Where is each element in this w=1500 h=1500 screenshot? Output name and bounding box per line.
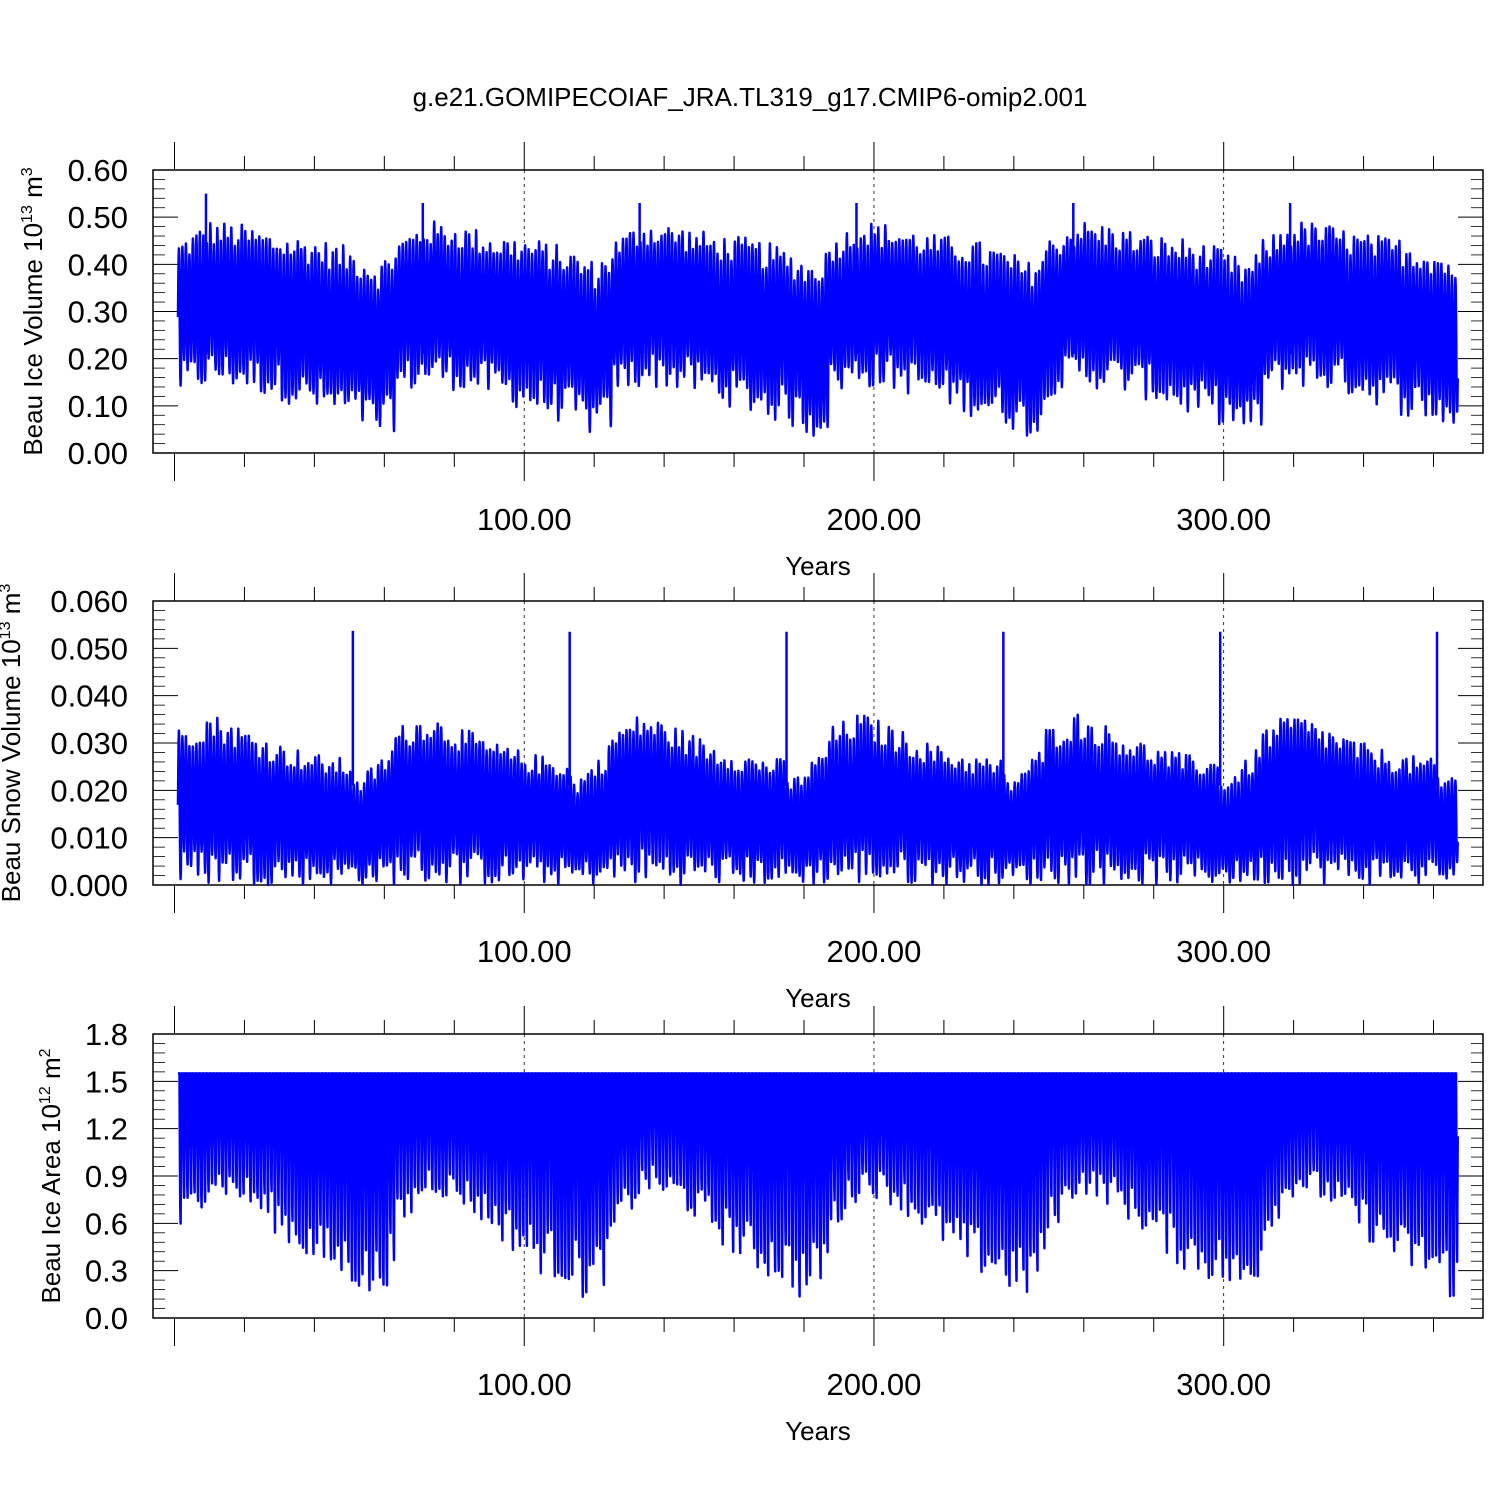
y-axis-title-unit-exponent: 3 xyxy=(0,584,14,593)
x-tick-label: 200.00 xyxy=(827,1367,922,1402)
data-series-line xyxy=(177,1072,1459,1299)
y-axis-title-exponent: 13 xyxy=(0,621,14,639)
y-tick-label: 0.00 xyxy=(68,436,128,471)
y-tick-label: 0.040 xyxy=(50,679,128,714)
y-tick-label: 1.2 xyxy=(85,1112,128,1147)
x-axis-title: Years xyxy=(785,983,851,1013)
x-tick-label: 100.00 xyxy=(477,1367,572,1402)
y-tick-label: 0.6 xyxy=(85,1206,128,1241)
y-tick-label: 0.020 xyxy=(50,773,128,808)
figure-title: g.e21.GOMIPECOIAF_JRA.TL319_g17.CMIP6-om… xyxy=(412,82,1088,112)
y-tick-label: 0.50 xyxy=(68,200,128,235)
y-axis-title: Beau Ice Volume 1013 m3 xyxy=(18,167,48,455)
y-tick-label: 0.030 xyxy=(50,726,128,761)
y-axis-title-unit: m xyxy=(36,1057,66,1086)
y-tick-label: 0.40 xyxy=(68,247,128,282)
y-axis-title-unit-exponent: 3 xyxy=(19,167,36,176)
y-axis-title: Beau Ice Area 1012 m2 xyxy=(36,1048,66,1303)
y-tick-label: 0.0 xyxy=(85,1301,128,1336)
y-tick-label: 0.30 xyxy=(68,295,128,330)
y-axis-title-exponent: 13 xyxy=(19,205,36,223)
y-axis-title-base: Beau Snow Volume 10 xyxy=(0,639,26,902)
y-tick-label: 0.010 xyxy=(50,821,128,856)
x-axis-title: Years xyxy=(785,1416,851,1446)
x-tick-label: 300.00 xyxy=(1176,1367,1271,1402)
y-axis-title-unit: m xyxy=(18,176,48,205)
data-series-line xyxy=(176,713,1459,887)
y-axis-title-unit-exponent: 2 xyxy=(37,1048,54,1057)
panel-3: 100.00 200.00 300.00 0.0 0.3 0.6 0.9 1.2 1.5 1.8 Y… xyxy=(36,1006,1484,1446)
x-tick-label: 200.00 xyxy=(827,934,922,969)
x-tick-label: 200.00 xyxy=(827,502,922,537)
y-tick-label: 0.3 xyxy=(85,1254,128,1289)
y-axis-title-unit: m xyxy=(0,593,26,622)
y-tick-label: 0.20 xyxy=(68,342,128,377)
y-tick-label: 0.060 xyxy=(50,584,128,619)
y-tick-label: 0.60 xyxy=(68,153,128,188)
x-tick-label: 100.00 xyxy=(477,934,572,969)
y-axis-title-base: Beau Ice Volume 10 xyxy=(18,223,48,456)
x-axis-title: Years xyxy=(785,551,851,581)
y-tick-label: 0.050 xyxy=(50,631,128,666)
y-tick-label: 1.5 xyxy=(85,1064,128,1099)
data-series-line xyxy=(176,220,1459,437)
y-axis-title-exponent: 12 xyxy=(37,1086,54,1104)
x-tick-label: 300.00 xyxy=(1176,502,1271,537)
x-tick-label: 100.00 xyxy=(477,502,572,537)
y-tick-label: 0.10 xyxy=(68,389,128,424)
y-axis-title: Beau Snow Volume 1013 m3 xyxy=(0,584,26,903)
y-axis-title-base: Beau Ice Area 10 xyxy=(36,1104,66,1303)
panel-2: 100.00 200.00 300.00 0.000 0.010 0.020 0.030 0.… xyxy=(0,573,1484,1013)
y-tick-label: 1.8 xyxy=(85,1017,128,1052)
y-tick-label: 0.9 xyxy=(85,1159,128,1194)
y-tick-label: 0.000 xyxy=(50,868,128,903)
x-tick-label: 300.00 xyxy=(1176,934,1271,969)
panel-1: 100.00 200.00 300.00 0.00 0.10 0.20 0.30 0.40 0.… xyxy=(18,142,1484,581)
